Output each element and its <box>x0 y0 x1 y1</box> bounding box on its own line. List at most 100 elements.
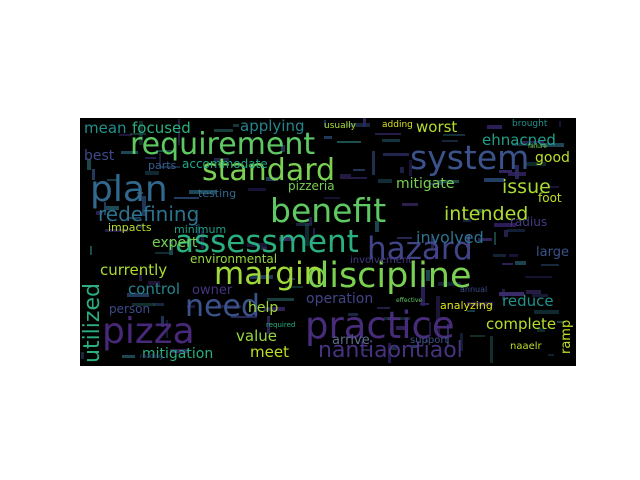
filler-mark <box>438 180 459 183</box>
filler-mark <box>128 217 141 219</box>
filler-mark <box>487 125 502 129</box>
filler-mark <box>104 206 119 210</box>
filler-mark <box>429 322 431 336</box>
filler-mark <box>438 282 461 286</box>
filler-mark <box>174 197 199 199</box>
word-failure: failure <box>528 143 547 150</box>
word-intended: intended <box>444 203 529 225</box>
word-worst: worst <box>416 118 458 136</box>
word-benefit: benefit <box>270 191 387 230</box>
filler-mark <box>447 324 449 346</box>
filler-mark <box>324 120 326 127</box>
word-owner: owner <box>192 283 233 298</box>
filler-mark <box>92 169 95 180</box>
filler-mark <box>362 349 372 351</box>
filler-mark <box>104 202 106 215</box>
filler-mark <box>534 310 559 314</box>
filler-mark <box>484 178 505 182</box>
filler-mark <box>214 158 229 161</box>
filler-mark <box>490 336 493 363</box>
filler-mark <box>467 302 493 306</box>
filler-mark <box>145 157 156 159</box>
word-expert: expert <box>152 235 198 251</box>
word-best: best <box>84 148 115 164</box>
filler-mark <box>409 160 412 176</box>
filler-mark <box>169 240 173 255</box>
filler-mark <box>548 354 554 356</box>
filler-mark <box>145 171 159 175</box>
filler-mark <box>132 303 155 306</box>
filler-mark <box>216 305 241 308</box>
filler-mark <box>340 177 367 179</box>
filler-mark <box>521 141 544 143</box>
filler-mark <box>383 153 409 156</box>
filler-mark <box>249 137 253 154</box>
filler-mark <box>382 139 400 142</box>
filler-mark <box>130 133 146 135</box>
word-assessment: assessment <box>175 224 359 260</box>
filler-mark <box>197 224 200 240</box>
filler-mark <box>493 254 506 257</box>
filler-mark <box>442 140 458 142</box>
word-meet: meet <box>250 343 289 361</box>
filler-mark <box>421 279 425 306</box>
filler-mark <box>428 183 443 185</box>
filler-mark <box>431 236 434 248</box>
filler-mark <box>470 335 485 337</box>
filler-mark <box>267 316 270 334</box>
word-adding: adding <box>382 120 413 130</box>
word-standard: standard <box>202 153 336 188</box>
word-foot: foot <box>538 191 562 205</box>
filler-mark <box>309 217 312 224</box>
filler-mark <box>107 179 118 181</box>
filler-mark <box>507 229 525 232</box>
word-good: good <box>535 150 570 166</box>
filler-mark <box>139 270 142 281</box>
filler-mark <box>494 223 516 227</box>
filler-mark <box>499 292 524 296</box>
word-focused: focused <box>132 119 191 137</box>
filler-mark <box>127 293 149 297</box>
filler-mark <box>201 231 204 249</box>
filler-mark <box>90 246 92 255</box>
filler-mark <box>189 190 216 194</box>
word-pizza: pizza <box>102 311 195 352</box>
word-control: control <box>128 280 180 298</box>
filler-mark <box>250 275 273 279</box>
word-ehnacned: ehnacned <box>482 131 556 149</box>
filler-mark <box>266 177 278 181</box>
filler-mark <box>324 197 340 199</box>
filler-mark <box>137 224 144 228</box>
filler-mark <box>559 121 561 127</box>
filler-mark <box>384 317 410 320</box>
filler-mark <box>122 355 135 358</box>
filler-mark <box>248 188 266 191</box>
filler-mark <box>340 174 351 177</box>
word-plan: plan <box>90 169 168 210</box>
filler-mark <box>214 129 233 132</box>
filler-mark <box>390 347 397 350</box>
filler-mark <box>546 186 559 188</box>
filler-mark <box>348 313 358 316</box>
word-hazard: hazard <box>367 231 473 267</box>
word-currently: currently <box>100 261 168 279</box>
filler-mark <box>499 170 512 173</box>
filler-mark <box>532 294 548 297</box>
filler-mark <box>264 307 285 311</box>
filler-mark <box>287 278 295 280</box>
filler-mark <box>372 151 375 175</box>
filler-mark <box>478 238 492 241</box>
word-naaelr: naaelr <box>510 341 542 352</box>
filler-mark <box>502 263 513 265</box>
filler-mark <box>285 286 303 288</box>
filler-mark <box>214 235 217 244</box>
filler-mark <box>233 124 239 127</box>
filler-mark <box>137 192 143 194</box>
word-ramp: ramp <box>559 319 574 354</box>
filler-mark <box>305 223 309 246</box>
filler-mark <box>509 254 518 257</box>
filler-mark <box>402 203 418 206</box>
filler-mark <box>121 151 138 154</box>
filler-mark <box>504 230 508 237</box>
word-testing: testing <box>198 187 237 200</box>
